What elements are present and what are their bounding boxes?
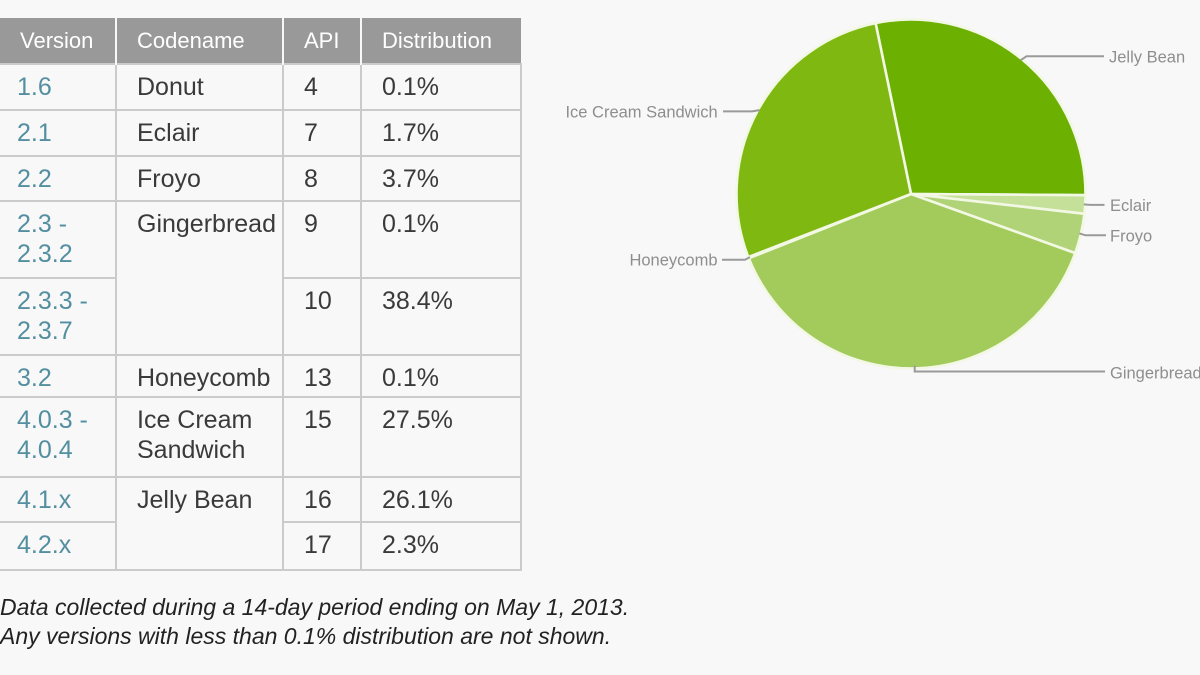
svg-text:Eclair: Eclair: [1110, 197, 1152, 215]
svg-text:Jelly Bean: Jelly Bean: [1109, 49, 1185, 67]
svg-text:Froyo: Froyo: [1110, 228, 1152, 246]
svg-text:Gingerbread: Gingerbread: [1110, 365, 1200, 383]
svg-text:Honeycomb: Honeycomb: [629, 252, 717, 270]
svg-text:Ice Cream Sandwich: Ice Cream Sandwich: [565, 103, 717, 121]
